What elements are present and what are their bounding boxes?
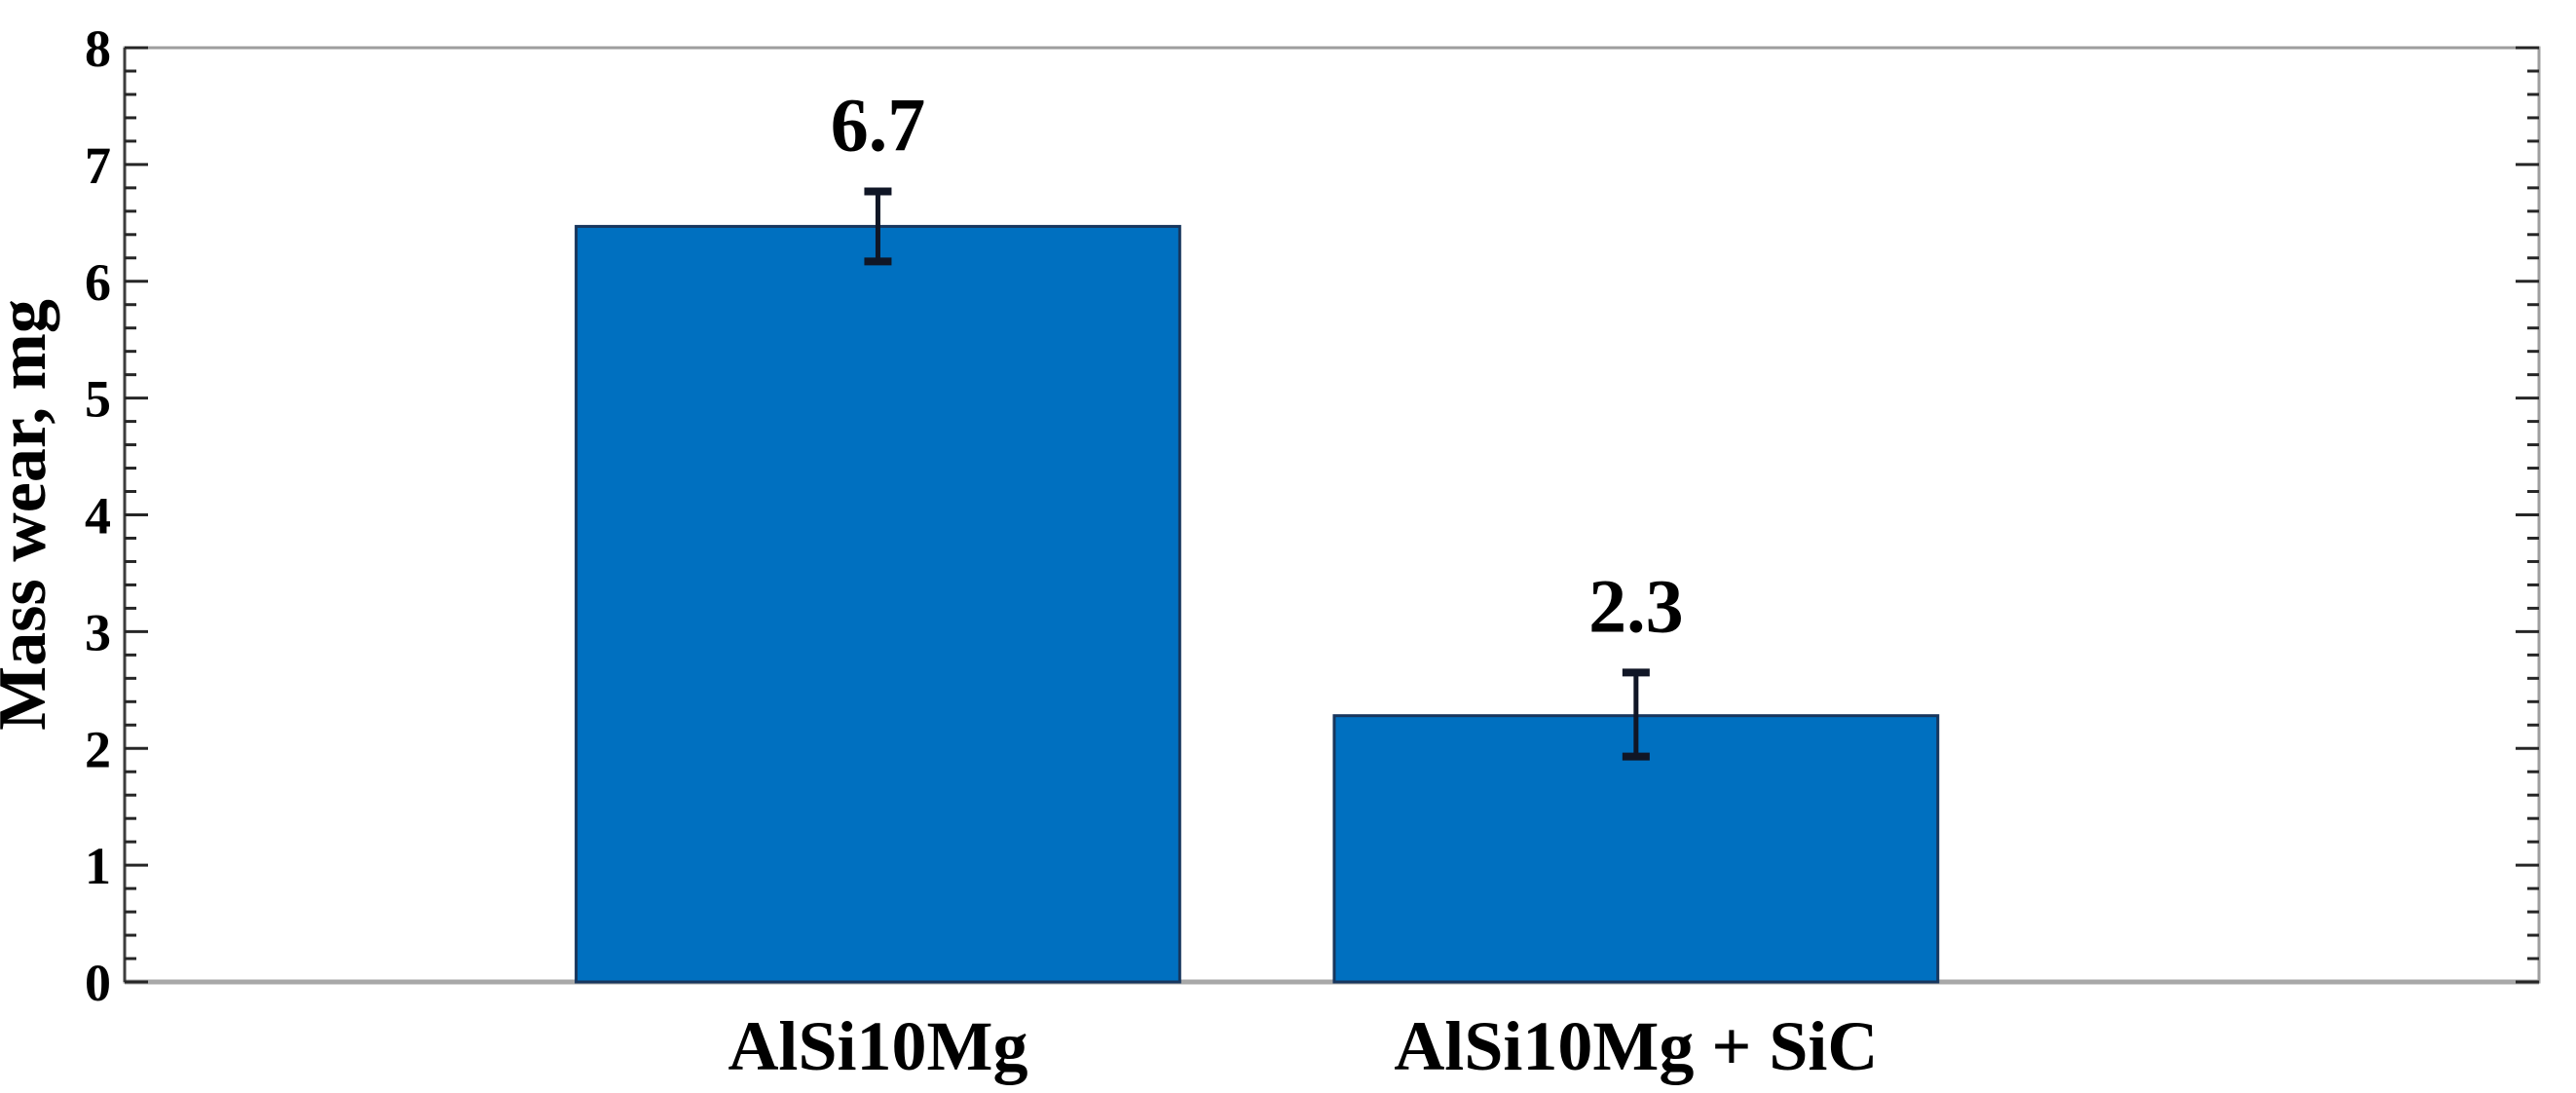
y-tick-label: 6 bbox=[85, 253, 111, 312]
bar-value-label: 2.3 bbox=[1588, 563, 1684, 648]
bar bbox=[575, 224, 1181, 984]
y-tick-label: 7 bbox=[85, 136, 111, 195]
x-category-label: AlSi10Mg + SiC bbox=[1394, 1007, 1878, 1085]
y-tick-label: 0 bbox=[85, 954, 111, 1012]
x-category-label: AlSi10Mg bbox=[728, 1007, 1027, 1085]
y-tick-label: 1 bbox=[85, 837, 111, 895]
y-tick-label: 3 bbox=[85, 603, 111, 661]
plot-border bbox=[123, 46, 2541, 984]
y-tick-label: 4 bbox=[85, 487, 111, 546]
y-tick-label: 8 bbox=[85, 19, 111, 78]
error-bars-group bbox=[864, 187, 1650, 761]
plot-frame bbox=[123, 46, 2541, 985]
axis-labels-group: 0 1 2 3 4 5 6 7 8 6.7 AlSi10Mg 2.3 AlSi10Mg + SiC bbox=[85, 19, 1878, 1085]
y-tick-label: 5 bbox=[85, 370, 111, 429]
y-tick-label: 2 bbox=[85, 720, 111, 778]
y-axis-title: Mass wear, mg bbox=[0, 299, 60, 731]
bar-value-label: 6.7 bbox=[831, 82, 926, 167]
bars-group bbox=[575, 224, 1940, 984]
axis-ticks-group bbox=[125, 46, 2539, 984]
